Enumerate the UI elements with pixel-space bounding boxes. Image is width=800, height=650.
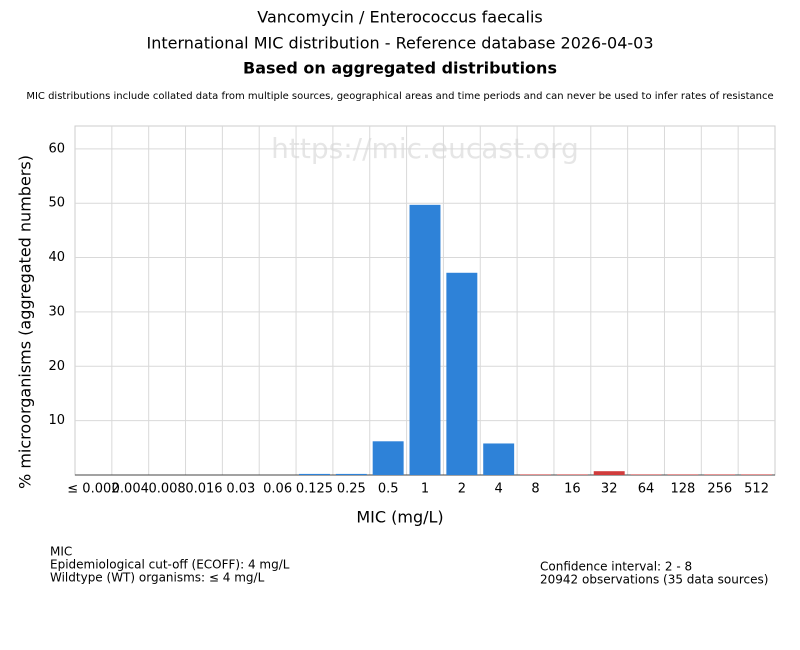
chart-subtitle: International MIC distribution - Referen… <box>146 34 653 53</box>
bar <box>372 441 404 475</box>
x-tick-label: 0.125 <box>296 482 333 497</box>
x-tick-label: 0.016 <box>185 482 222 497</box>
bar <box>704 474 736 475</box>
x-tick-label: 2 <box>458 482 466 497</box>
x-tick-label: 0.03 <box>226 482 255 497</box>
x-tick-label: 128 <box>670 482 695 497</box>
x-tick-label: 1 <box>421 482 429 497</box>
y-tick-label: 30 <box>48 304 65 319</box>
bar <box>409 204 441 476</box>
x-tick-label: 32 <box>601 482 618 497</box>
bar <box>556 474 588 475</box>
bar <box>630 474 662 475</box>
bar <box>483 443 515 475</box>
x-axis-label: MIC (mg/L) <box>356 508 443 527</box>
x-tick-label: 0.004 <box>112 482 149 497</box>
footer-text: Wildtype (WT) organisms: ≤ 4 mg/L <box>50 571 265 585</box>
x-tick-label: 16 <box>564 482 581 497</box>
chart-title: Vancomycin / Enterococcus faecalis <box>257 8 542 27</box>
y-tick-label: 40 <box>48 250 65 265</box>
x-tick-label: 8 <box>531 482 539 497</box>
footer-text: Confidence interval: 2 - 8 <box>540 560 692 574</box>
x-tick-label: 0.06 <box>263 482 292 497</box>
x-tick-label: 64 <box>638 482 655 497</box>
x-tick-label: 4 <box>495 482 503 497</box>
x-tick-label: 0.25 <box>337 482 366 497</box>
bar <box>520 474 551 475</box>
bar <box>446 272 478 475</box>
bar <box>299 473 330 475</box>
bar <box>335 473 367 475</box>
footer-text: Epidemiological cut-off (ECOFF): 4 mg/L <box>50 558 290 572</box>
x-tick-label: 512 <box>744 482 769 497</box>
y-axis-label: % microorganisms (aggregated numbers) <box>16 155 35 489</box>
y-tick-label: 60 <box>48 141 65 156</box>
chart-subtitle: Based on aggregated distributions <box>243 59 557 78</box>
x-tick-label: ≤ 0.002 <box>67 482 119 497</box>
bar <box>593 471 625 475</box>
note: MIC distributions include collated data … <box>26 91 773 102</box>
x-tick-label: 0.5 <box>378 482 399 497</box>
y-tick-label: 20 <box>48 359 65 374</box>
bar <box>741 474 773 475</box>
y-tick-label: 10 <box>48 413 65 428</box>
footer-text: 20942 observations (35 data sources) <box>540 573 768 587</box>
x-tick-label: 256 <box>707 482 732 497</box>
x-tick-label: 0.008 <box>148 482 185 497</box>
y-tick-label: 50 <box>48 196 65 211</box>
bar <box>667 474 699 475</box>
footer-text: MIC <box>50 545 72 559</box>
